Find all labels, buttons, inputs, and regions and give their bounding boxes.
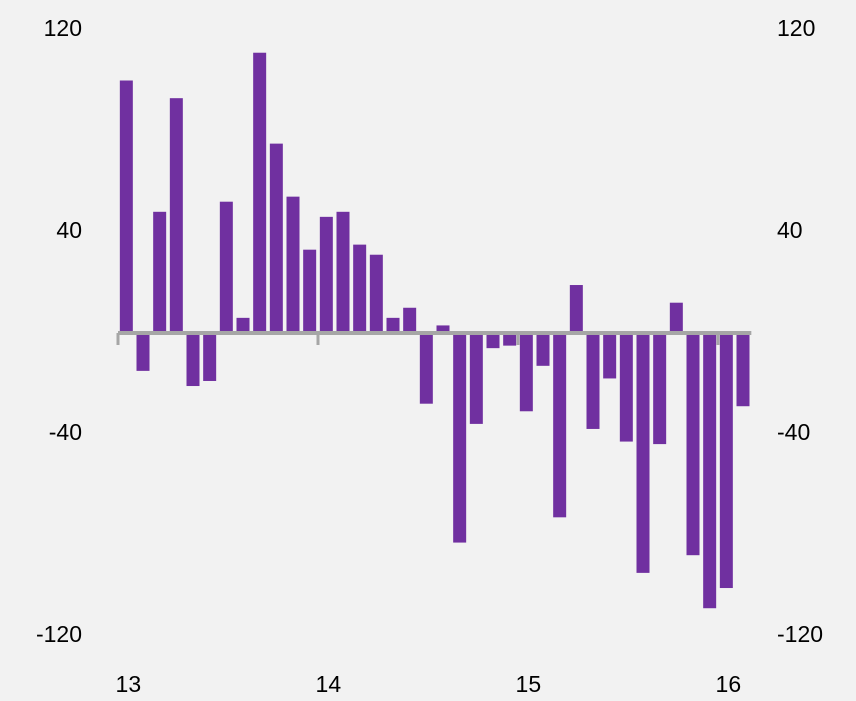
x-tick-label: 16 xyxy=(716,671,742,697)
bar xyxy=(136,333,150,371)
bar xyxy=(653,333,667,445)
bar xyxy=(153,211,167,333)
bar xyxy=(503,333,517,346)
bar xyxy=(269,143,283,333)
bar xyxy=(703,333,717,609)
bar xyxy=(553,333,567,518)
bar xyxy=(519,333,533,412)
bar xyxy=(636,333,650,573)
x-tick-label: 13 xyxy=(116,671,142,697)
bar xyxy=(169,98,183,333)
bar xyxy=(353,244,367,333)
x-tick-label: 14 xyxy=(316,671,342,697)
bar xyxy=(669,302,683,333)
bar xyxy=(453,333,467,543)
bar xyxy=(303,249,317,333)
bar xyxy=(236,317,250,333)
bar xyxy=(253,52,267,333)
bar xyxy=(336,211,350,333)
bar xyxy=(603,333,617,379)
bar xyxy=(436,325,450,333)
bar xyxy=(203,333,217,381)
y2-tick-label: 40 xyxy=(777,217,803,243)
bar xyxy=(536,333,550,366)
bar xyxy=(386,317,400,333)
y2-tick-label: -40 xyxy=(777,419,810,445)
bar xyxy=(319,216,333,333)
bar xyxy=(419,333,433,404)
bar xyxy=(569,285,583,333)
bar xyxy=(686,333,700,556)
bar xyxy=(369,254,383,333)
y-tick-label: 120 xyxy=(44,15,82,41)
bar xyxy=(736,333,750,407)
bar xyxy=(403,307,417,333)
bar xyxy=(469,333,483,424)
y-tick-label: -40 xyxy=(49,419,82,445)
bar xyxy=(119,80,133,333)
bar xyxy=(619,333,633,442)
bar xyxy=(719,333,733,589)
bar xyxy=(586,333,600,429)
bar xyxy=(219,201,233,333)
x-tick-label: 15 xyxy=(516,671,542,697)
y2-tick-label: 120 xyxy=(777,15,815,41)
bar xyxy=(186,333,200,387)
y2-tick-label: -120 xyxy=(777,621,823,647)
y-tick-label: 40 xyxy=(56,217,82,243)
y-tick-label: -120 xyxy=(36,621,82,647)
bar xyxy=(286,196,300,333)
bar xyxy=(486,333,500,349)
